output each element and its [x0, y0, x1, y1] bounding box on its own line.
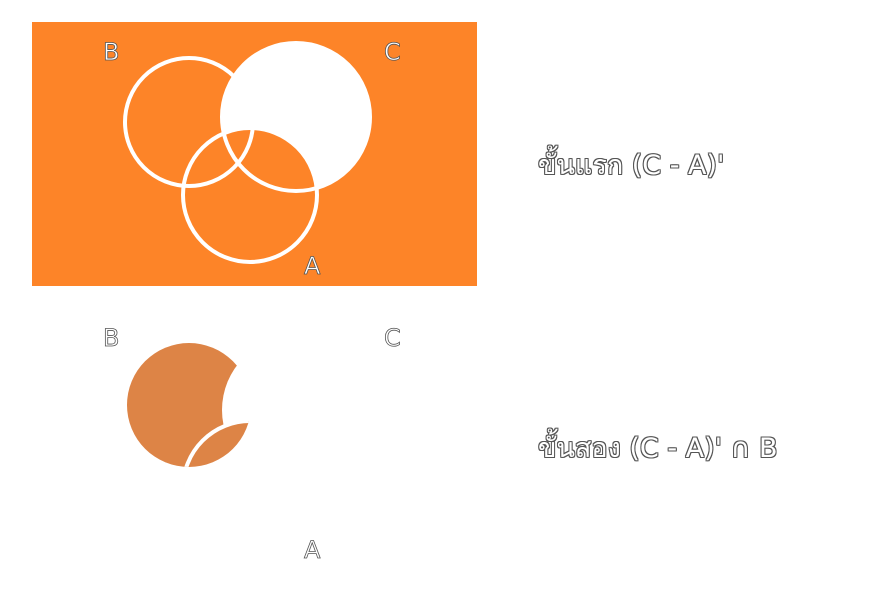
- step1-label: ขั้นแรก (C - A)': [538, 150, 725, 181]
- venn-diagram-step1: B C A: [32, 22, 477, 286]
- label-c: C: [384, 38, 401, 66]
- venn-diagram-step2: B C A: [103, 324, 402, 565]
- label-a: A: [304, 536, 321, 564]
- step2-label: ขั้นสอง (C - A)' ∩ B: [538, 433, 778, 464]
- set-b-circle: [123, 56, 255, 188]
- label-c: C: [384, 324, 401, 352]
- region-c-minus-a: [32, 22, 477, 286]
- set-a-arc: [181, 419, 251, 467]
- set-a-circle: [181, 126, 319, 264]
- set-c-circle: [220, 41, 372, 193]
- label-b: B: [103, 324, 119, 352]
- label-b: B: [103, 38, 119, 66]
- region-b-minus-c-minus-a: [127, 343, 251, 467]
- label-a: A: [304, 252, 321, 280]
